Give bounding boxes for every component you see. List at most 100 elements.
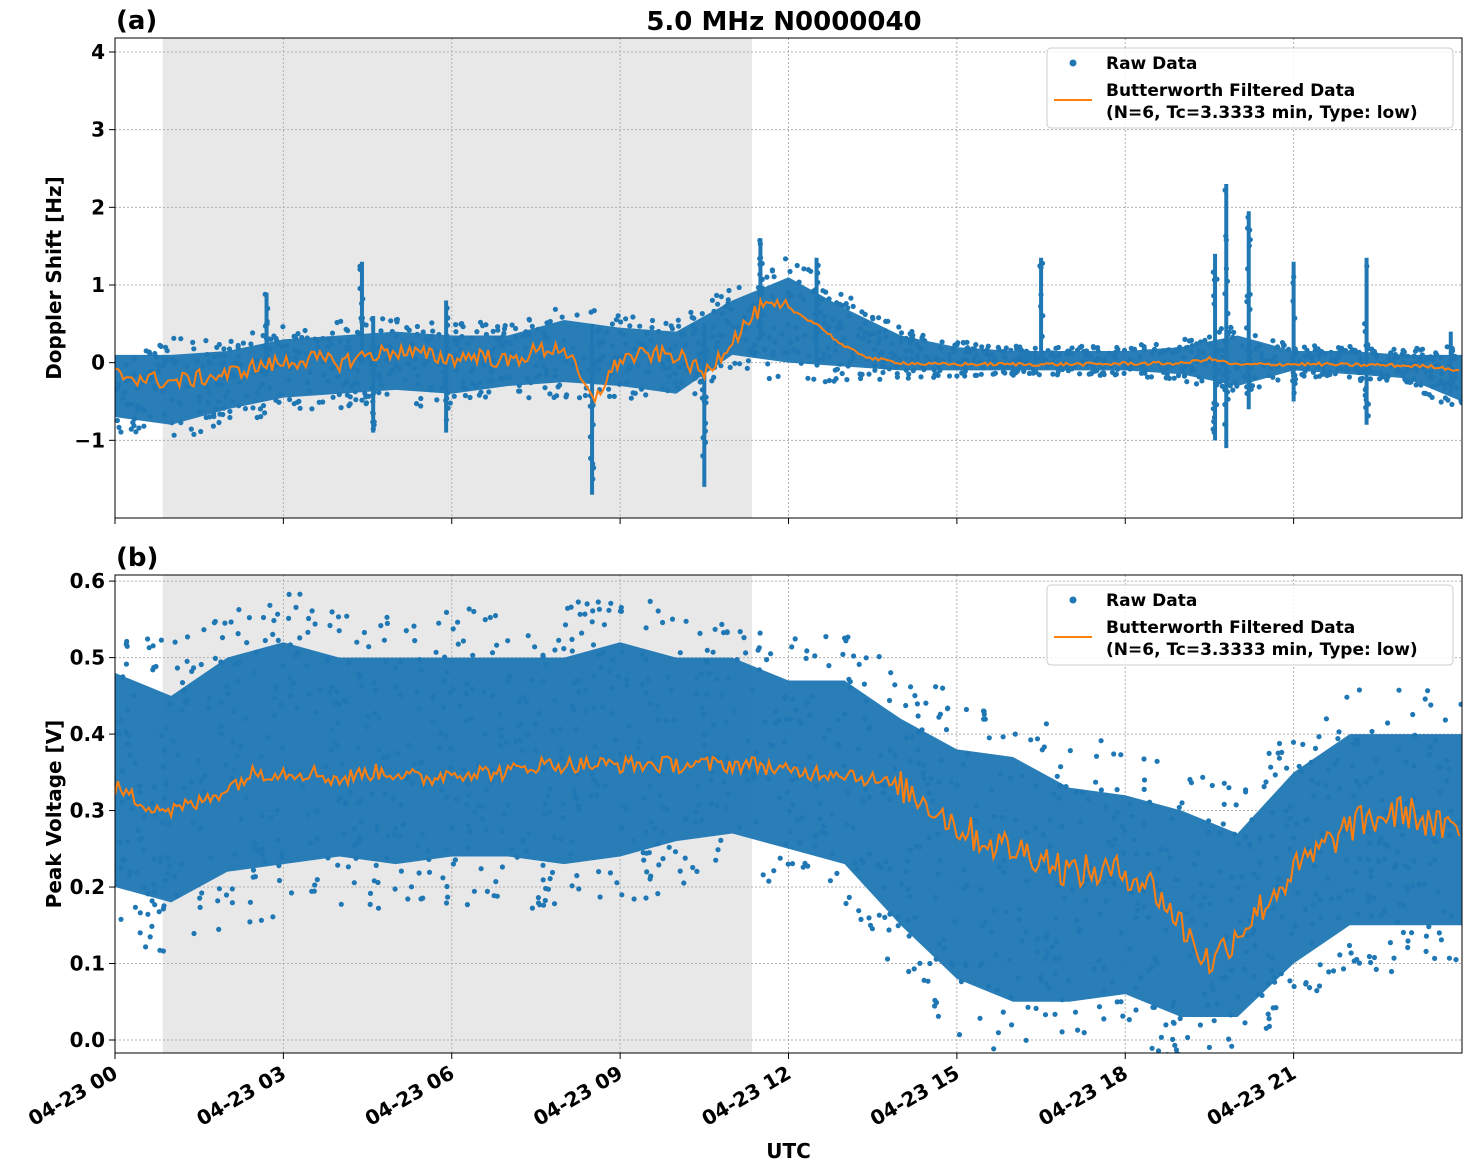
raw-data-point: [346, 403, 352, 409]
raw-data-point: [956, 1032, 963, 1038]
raw-data-point: [359, 397, 365, 403]
raw-data-point: [496, 341, 503, 347]
raw-data-point: [1397, 901, 1403, 907]
raw-data-point: [1163, 1022, 1169, 1028]
raw-data-point: [1449, 401, 1455, 407]
raw-data-point: [719, 621, 725, 628]
raw-data-point: [1081, 1030, 1087, 1036]
raw-data-point: [564, 392, 570, 398]
raw-data-point: [156, 364, 162, 370]
raw-data-point: [1393, 862, 1399, 868]
raw-data-point: [1366, 953, 1372, 960]
raw-data-point: [681, 880, 687, 886]
raw-data-point: [1387, 940, 1393, 946]
raw-data-point: [450, 626, 456, 632]
raw-data-point: [1181, 373, 1188, 379]
raw-data-point: [425, 848, 431, 854]
raw-data-point: [206, 695, 212, 701]
raw-data-point: [214, 381, 220, 387]
raw-data-point: [1154, 758, 1160, 764]
raw-data-point: [1101, 1016, 1107, 1022]
raw-data-point: [846, 313, 852, 319]
raw-data-point: [571, 787, 577, 793]
raw-data-point: [838, 291, 844, 297]
raw-data-point: [1044, 950, 1051, 956]
raw-data-point: [371, 680, 377, 686]
raw-data-point: [236, 354, 242, 360]
raw-data-point: [158, 637, 164, 643]
raw-data-point: [134, 869, 140, 876]
raw-data-point: [337, 795, 343, 801]
raw-data-point: [1189, 916, 1195, 923]
y-tick-label: 0.3: [70, 799, 105, 823]
raw-data-point: [582, 611, 588, 617]
raw-data-point: [995, 1030, 1002, 1036]
raw-data-point: [916, 760, 922, 766]
raw-data-point: [794, 775, 800, 781]
raw-data-point: [1428, 369, 1434, 375]
raw-data-point: [866, 915, 872, 921]
raw-data-point: [1287, 846, 1293, 852]
raw-data-point: [218, 731, 224, 737]
raw-data-point: [1181, 1056, 1186, 1061]
raw-data-point: [911, 966, 917, 972]
raw-data-point: [962, 350, 969, 356]
raw-data-point: [347, 344, 353, 350]
raw-data-point: [526, 830, 532, 836]
raw-data-point: [247, 919, 253, 925]
raw-data-point: [898, 881, 904, 887]
raw-data-point: [886, 366, 892, 372]
raw-data-point: [471, 608, 477, 615]
raw-data-point: [1352, 870, 1359, 876]
raw-data-point: [533, 374, 539, 380]
raw-data-point: [447, 400, 453, 406]
raw-data-point: [552, 373, 558, 379]
raw-data-point: [835, 324, 841, 330]
raw-data-point: [274, 807, 281, 814]
raw-data-point: [279, 850, 285, 856]
raw-data-point: [1133, 1007, 1139, 1013]
raw-data-point: [1400, 929, 1406, 936]
raw-data-point: [250, 874, 256, 880]
raw-data-point: [610, 685, 616, 691]
raw-data-point: [1059, 366, 1066, 373]
raw-data-point: [221, 353, 227, 359]
raw-data-point: [345, 338, 352, 344]
raw-data-point: [1062, 895, 1068, 902]
raw-data-point: [981, 716, 987, 722]
raw-data-point: [1047, 844, 1053, 850]
raw-data-point: [1177, 1015, 1183, 1022]
raw-data-point: [394, 319, 400, 325]
legend-box: [1046, 584, 1454, 666]
raw-data-point: [1270, 955, 1276, 961]
raw-data-point: [395, 750, 401, 756]
raw-data-point: [1269, 810, 1275, 816]
raw-data-point: [430, 695, 436, 701]
raw-data-point: [379, 382, 385, 388]
raw-data-point: [1367, 376, 1373, 382]
raw-data-point: [826, 323, 832, 329]
raw-data-point: [596, 606, 603, 612]
raw-data-point: [693, 370, 700, 376]
raw-data-point: [260, 614, 267, 621]
raw-data-point: [271, 712, 277, 718]
raw-data-point: [268, 346, 274, 352]
raw-data-point: [468, 369, 474, 375]
raw-data-point: [169, 420, 175, 426]
raw-data-point: [581, 355, 587, 361]
raw-data-point: [1086, 354, 1092, 360]
y-axis-label: Doppler Shift [Hz]: [42, 176, 66, 380]
raw-data-point: [1206, 342, 1213, 348]
data-layer: [115, 184, 1462, 495]
raw-data-point: [277, 392, 283, 398]
raw-data-point: [1014, 357, 1020, 363]
raw-data-point: [1266, 750, 1272, 757]
raw-data-point: [412, 356, 418, 362]
raw-data-point: [1263, 1025, 1269, 1031]
raw-data-point: [499, 864, 505, 870]
raw-data-point: [1175, 372, 1182, 379]
raw-data-point: [453, 368, 459, 374]
raw-data-point: [918, 374, 924, 380]
raw-data-point: [1137, 975, 1143, 981]
raw-data-point: [883, 859, 890, 865]
